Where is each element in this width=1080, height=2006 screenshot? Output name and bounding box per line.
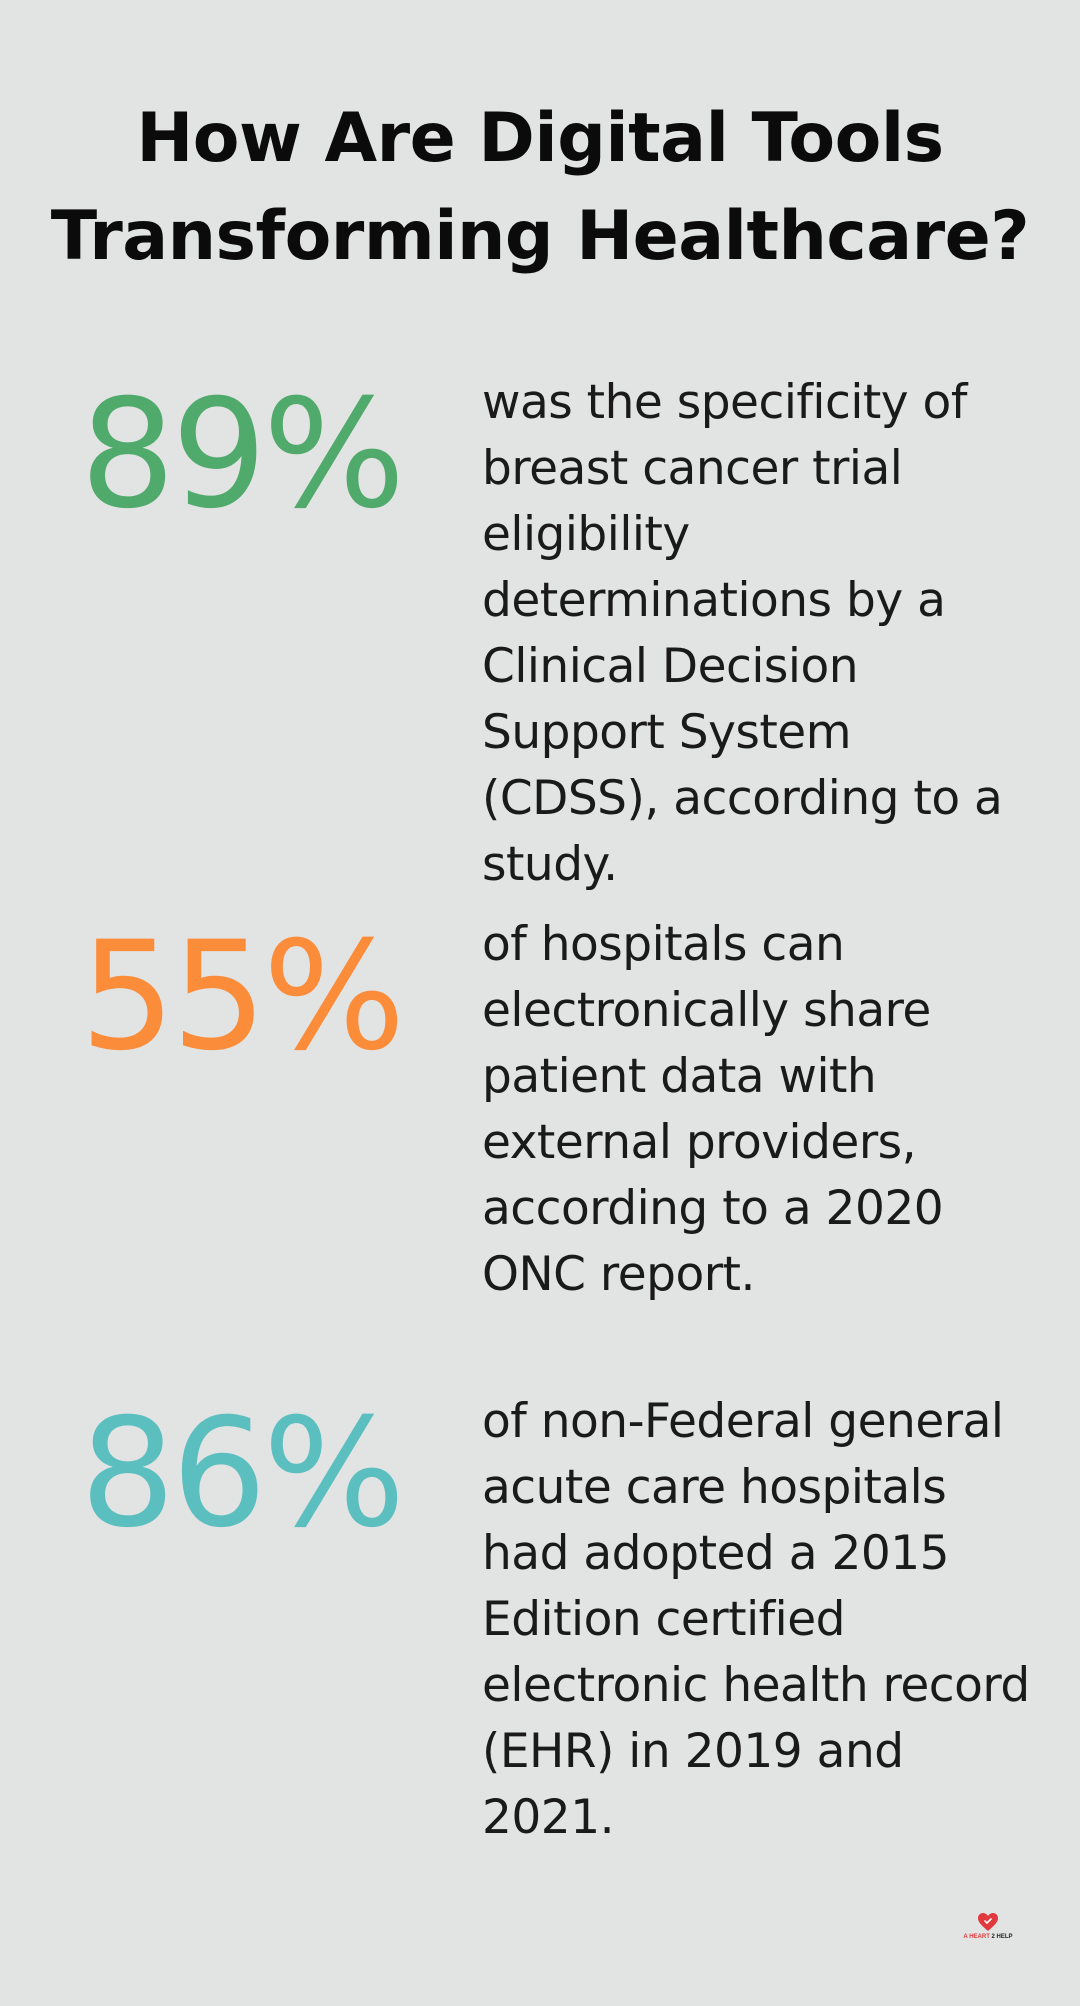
logo-text: A HEART 2 HELP [960,1934,1016,1940]
logo-text-part2: 2 HELP [991,1934,1013,1940]
title-line-1: How Are Digital Tools [136,99,944,178]
stat-value: 86% [80,1387,405,1561]
heart-icon [978,1913,998,1931]
brand-logo: A HEART 2 HELP [960,1910,1016,1950]
stat-value: 89% [80,368,405,542]
page-title: How Are Digital Tools Transforming Healt… [0,90,1080,286]
stat-value: 55% [80,910,405,1084]
logo-text-part1: A HEART [963,1934,990,1940]
stat-description: was the specificity of breast cancer tri… [482,375,1003,892]
title-line-2: Transforming Healthcare? [50,197,1030,276]
stat-description: of hospitals can electronically share pa… [482,917,944,1302]
stat-description: of non-Federal general acute care hospit… [482,1394,1030,1845]
